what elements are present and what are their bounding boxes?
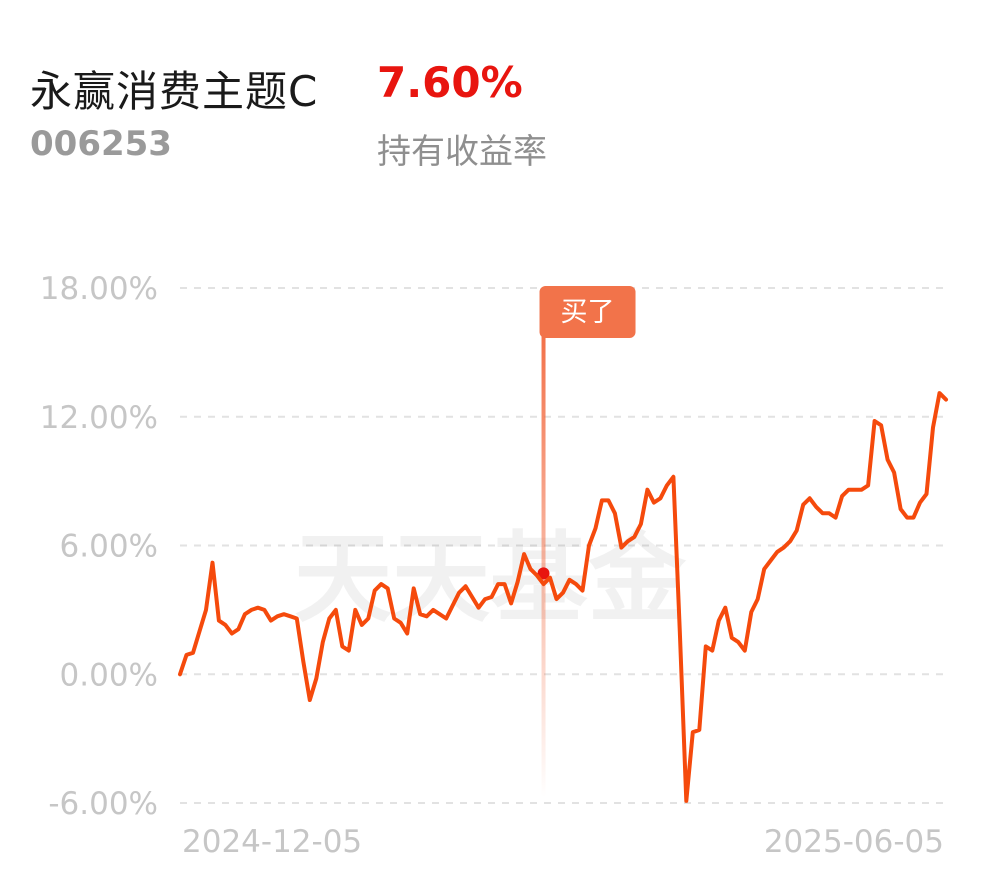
x-tick-label: 2025-06-05 xyxy=(764,824,944,860)
x-tick-label: 2024-12-05 xyxy=(182,824,362,860)
y-axis-ticks: 18.00% 12.00% 6.00% 0.00% -6.00% xyxy=(40,271,158,822)
holding-return-value: 7.60% xyxy=(377,58,523,107)
x-axis-ticks: 2024-12-05 2025-06-05 xyxy=(182,824,944,860)
y-tick-label: 6.00% xyxy=(60,529,158,565)
fund-name: 永赢消费主题C xyxy=(30,67,319,116)
fund-code: 006253 xyxy=(30,124,172,164)
series-line xyxy=(178,391,948,803)
holding-return-label: 持有收益率 xyxy=(377,132,547,172)
series-line-group xyxy=(178,391,948,803)
buy-point-dot[interactable] xyxy=(537,567,550,580)
buy-marker-tag[interactable] xyxy=(539,286,636,338)
buy-marker-label: 买了 xyxy=(561,297,615,328)
y-tick-label: -6.00% xyxy=(48,786,158,822)
buy-marker[interactable]: 买了 xyxy=(537,286,636,797)
buy-marker-line xyxy=(541,335,546,797)
y-tick-label: 18.00% xyxy=(40,271,158,307)
y-tick-label: 0.00% xyxy=(60,657,158,693)
y-tick-label: 12.00% xyxy=(40,400,158,436)
